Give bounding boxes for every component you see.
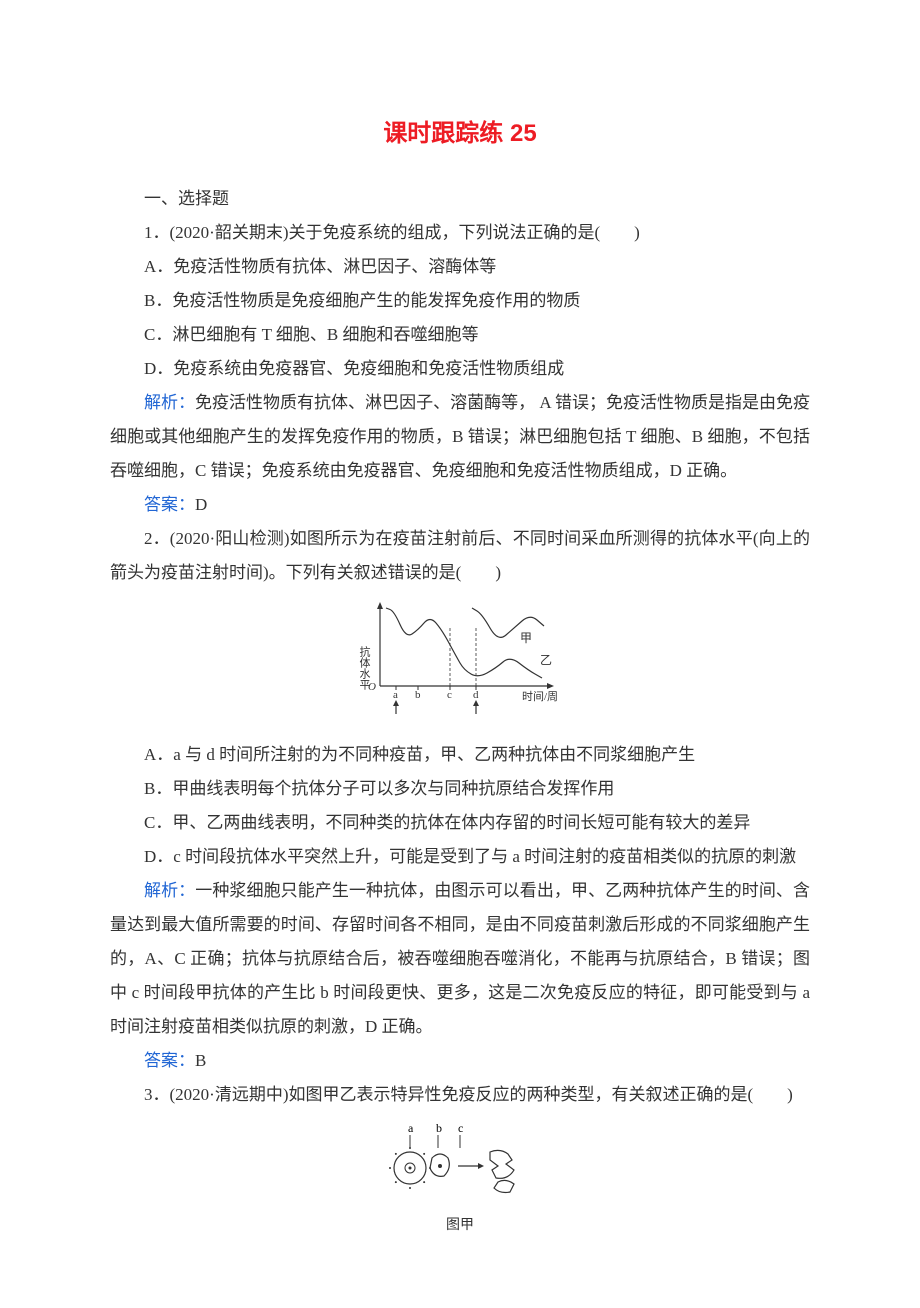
- svg-text:O: O: [368, 681, 376, 693]
- q1-answer-value: D: [195, 495, 207, 514]
- q1-option-b: B．免疫活性物质是免疫细胞产生的能发挥免疫作用的物质: [110, 284, 810, 318]
- figure-caption: 图甲: [110, 1212, 810, 1240]
- q2-option-b: B．甲曲线表明每个抗体分子可以多次与同种抗原结合发挥作用: [110, 772, 810, 806]
- q2-analysis: 解析：一种浆细胞只能产生一种抗体，由图示可以看出，甲、乙两种抗体产生的时间、含量…: [110, 874, 810, 1044]
- svg-text:c: c: [458, 1121, 463, 1135]
- immune-diagram: a b c: [380, 1120, 540, 1200]
- q1-stem: 1．(2020·韶关期末)关于免疫系统的组成，下列说法正确的是( ): [110, 216, 810, 250]
- q2-analysis-text: 一种浆细胞只能产生一种抗体，由图示可以看出，甲、乙两种抗体产生的时间、含量达到最…: [110, 881, 810, 1036]
- q1-analysis-text: 免疫活性物质有抗体、淋巴因子、溶菌酶等， A 错误；免疫活性物质是指是由免疫细胞…: [110, 393, 810, 480]
- answer-label: 答案：: [144, 1051, 195, 1070]
- page-title: 课时跟踪练 25: [110, 110, 810, 158]
- q1-option-c: C．淋巴细胞有 T 细胞、B 细胞和吞噬细胞等: [110, 318, 810, 352]
- q2-option-d: D．c 时间段抗体水平突然上升，可能是受到了与 a 时间注射的疫苗相类似的抗原的…: [110, 840, 810, 874]
- antibody-chart: 抗体水平O时间/周甲乙abcd: [350, 598, 570, 718]
- q1-analysis: 解析：免疫活性物质有抗体、淋巴因子、溶菌酶等， A 错误；免疫活性物质是指是由免…: [110, 386, 810, 488]
- q1-answer: 答案：D: [110, 488, 810, 522]
- svg-text:a: a: [393, 689, 398, 701]
- svg-text:d: d: [473, 689, 479, 701]
- q2-answer: 答案：B: [110, 1044, 810, 1078]
- answer-label: 答案：: [144, 495, 195, 514]
- q2-chart: 抗体水平O时间/周甲乙abcd: [110, 598, 810, 730]
- q2-option-c: C．甲、乙两曲线表明，不同种类的抗体在体内存留的时间长短可能有较大的差异: [110, 806, 810, 840]
- svg-text:乙: 乙: [540, 653, 552, 667]
- svg-text:b: b: [415, 689, 421, 701]
- q2-stem: 2．(2020·阳山检测)如图所示为在疫苗注射前后、不同时间采血所测得的抗体水平…: [110, 522, 810, 590]
- analysis-label: 解析：: [144, 393, 195, 412]
- q2-answer-value: B: [195, 1051, 206, 1070]
- svg-text:c: c: [447, 689, 452, 701]
- q3-figure: a b c 图甲: [110, 1120, 810, 1240]
- analysis-label: 解析：: [144, 881, 195, 900]
- svg-text:b: b: [436, 1121, 442, 1135]
- q3-stem: 3．(2020·清远期中)如图甲乙表示特异性免疫反应的两种类型，有关叙述正确的是…: [110, 1078, 810, 1112]
- q2-option-a: A．a 与 d 时间所注射的为不同种疫苗，甲、乙两种抗体由不同浆细胞产生: [110, 738, 810, 772]
- section-heading: 一、选择题: [110, 182, 810, 216]
- svg-text:a: a: [408, 1121, 414, 1135]
- svg-text:甲: 甲: [520, 631, 532, 645]
- svg-text:时间/周: 时间/周: [522, 690, 558, 703]
- q1-option-d: D．免疫系统由免疫器官、免疫细胞和免疫活性物质组成: [110, 352, 810, 386]
- q1-option-a: A．免疫活性物质有抗体、淋巴因子、溶酶体等: [110, 250, 810, 284]
